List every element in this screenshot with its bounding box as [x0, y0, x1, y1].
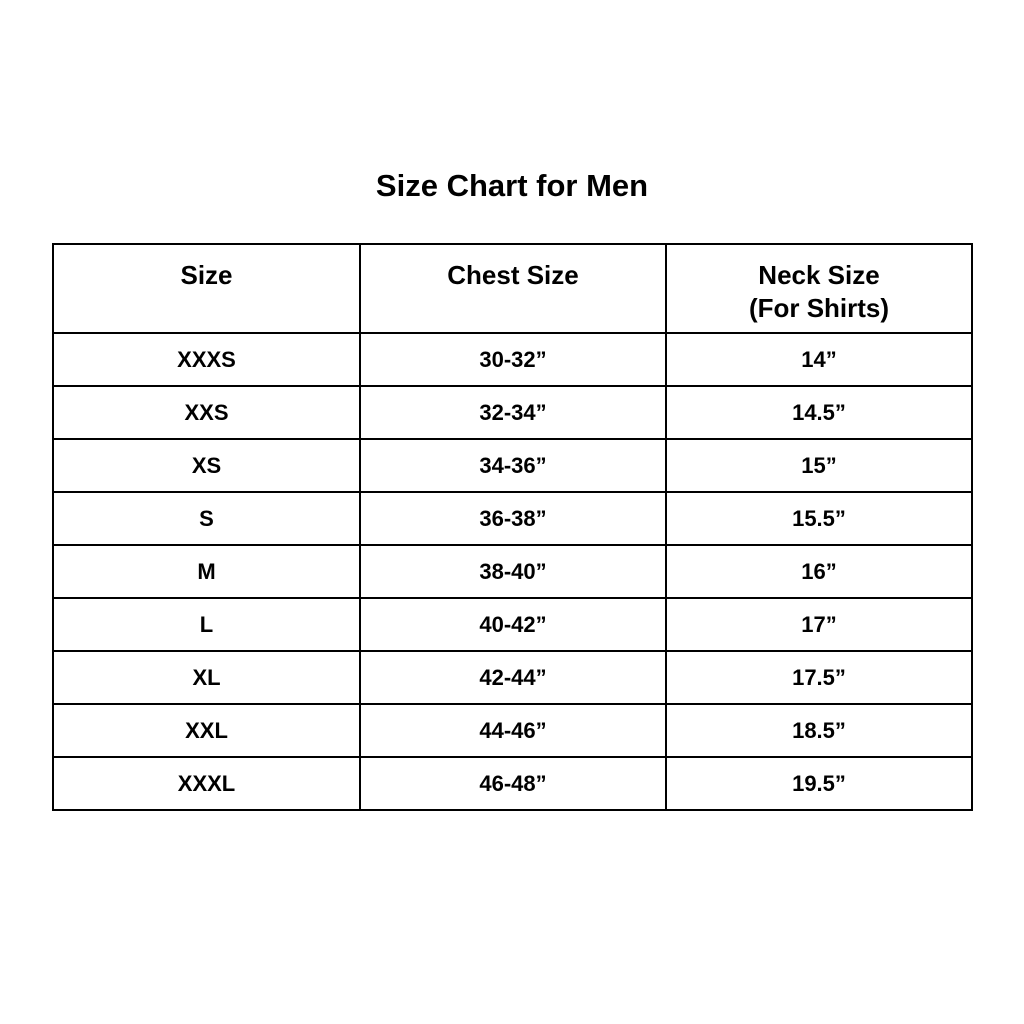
- neck-cell: 16”: [665, 544, 973, 599]
- size-cell: S: [52, 491, 361, 546]
- table-row: M 38-40” 16”: [52, 544, 973, 599]
- size-cell: L: [52, 597, 361, 652]
- header-chest: Chest Size: [359, 243, 667, 334]
- header-label: Neck Size: [758, 260, 880, 290]
- neck-cell: 15.5”: [665, 491, 973, 546]
- chest-cell: 40-42”: [359, 597, 667, 652]
- size-cell: XS: [52, 438, 361, 493]
- header-neck: Neck Size (For Shirts): [665, 243, 973, 334]
- chest-cell: 32-34”: [359, 385, 667, 440]
- chest-cell: 34-36”: [359, 438, 667, 493]
- chest-cell: 46-48”: [359, 756, 667, 811]
- size-table: Size Chest Size Neck Size (For Shirts) XX…: [52, 243, 973, 811]
- table-row: L 40-42” 17”: [52, 597, 973, 652]
- chest-cell: 42-44”: [359, 650, 667, 705]
- table-row: XXXS 30-32” 14”: [52, 332, 973, 387]
- header-label: Chest Size: [447, 260, 579, 290]
- neck-cell: 17”: [665, 597, 973, 652]
- table-row: XL 42-44” 17.5”: [52, 650, 973, 705]
- size-cell: XL: [52, 650, 361, 705]
- size-cell: XXS: [52, 385, 361, 440]
- neck-cell: 14”: [665, 332, 973, 387]
- table-row: XXS 32-34” 14.5”: [52, 385, 973, 440]
- neck-cell: 14.5”: [665, 385, 973, 440]
- header-sublabel: (For Shirts): [748, 293, 890, 323]
- chest-cell: 44-46”: [359, 703, 667, 758]
- neck-cell: 19.5”: [665, 756, 973, 811]
- table-row: S 36-38” 15.5”: [52, 491, 973, 546]
- chest-cell: 30-32”: [359, 332, 667, 387]
- header-label: Size: [180, 260, 233, 290]
- chest-cell: 38-40”: [359, 544, 667, 599]
- size-cell: M: [52, 544, 361, 599]
- table-row: XXXL 46-48” 19.5”: [52, 756, 973, 811]
- table-row: XXL 44-46” 18.5”: [52, 703, 973, 758]
- page-title: Size Chart for Men: [375, 168, 649, 203]
- neck-cell: 15”: [665, 438, 973, 493]
- header-size: Size: [52, 243, 361, 334]
- size-cell: XXL: [52, 703, 361, 758]
- neck-cell: 17.5”: [665, 650, 973, 705]
- table-row: XS 34-36” 15”: [52, 438, 973, 493]
- size-cell: XXXS: [52, 332, 361, 387]
- neck-cell: 18.5”: [665, 703, 973, 758]
- chest-cell: 36-38”: [359, 491, 667, 546]
- header-row: Size Chest Size Neck Size (For Shirts): [52, 243, 973, 334]
- size-cell: XXXL: [52, 756, 361, 811]
